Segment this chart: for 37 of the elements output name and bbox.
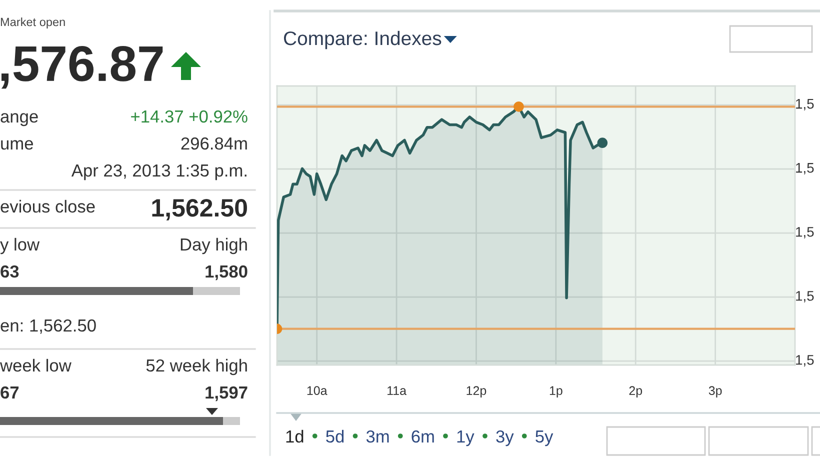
text: 1,5 xyxy=(796,355,814,366)
text: 67 xyxy=(0,386,19,399)
text: en: 1,562.50 xyxy=(0,319,96,334)
x-tick-label: 2p xyxy=(629,386,642,398)
text: Day high xyxy=(180,238,247,254)
text: +14.37 +0.92% xyxy=(131,110,248,123)
text: 1y xyxy=(457,430,474,446)
x-tick-label: 3p xyxy=(708,386,722,398)
x-tick-label: 12p xyxy=(466,386,486,398)
text: 1,562.50 xyxy=(152,199,247,220)
x-tick-label: 1p xyxy=(550,386,562,398)
text: ume xyxy=(1,140,33,150)
text: 1d xyxy=(286,430,304,443)
text: 6m xyxy=(412,430,434,443)
text: 3y xyxy=(496,430,514,446)
text: 1,5 xyxy=(796,99,814,110)
text: ange xyxy=(0,113,38,126)
text: Compare: Indexes xyxy=(284,30,442,50)
text: ,576.87 xyxy=(1,46,163,89)
text: 1,580 xyxy=(206,265,248,280)
text: 3m xyxy=(366,430,389,443)
text: Market open xyxy=(0,18,65,28)
text: 1,597 xyxy=(206,386,248,402)
text: week low xyxy=(0,358,72,372)
text: 1,5 xyxy=(796,291,814,302)
text: 52 week high xyxy=(146,358,247,376)
text: Apr 23, 2013 1:35 p.m. xyxy=(71,164,246,180)
text: 296.84m xyxy=(181,137,247,150)
text: 5y xyxy=(536,430,554,446)
x-tick-label: 10a xyxy=(307,386,328,396)
text: 5d xyxy=(326,430,344,443)
x-tick-label: 11a xyxy=(388,386,407,396)
text: evious close xyxy=(0,200,95,213)
text: 1,5 xyxy=(796,227,814,238)
text: y low xyxy=(0,238,40,254)
text: 63 xyxy=(0,265,19,278)
text: 1,5 xyxy=(796,163,814,174)
